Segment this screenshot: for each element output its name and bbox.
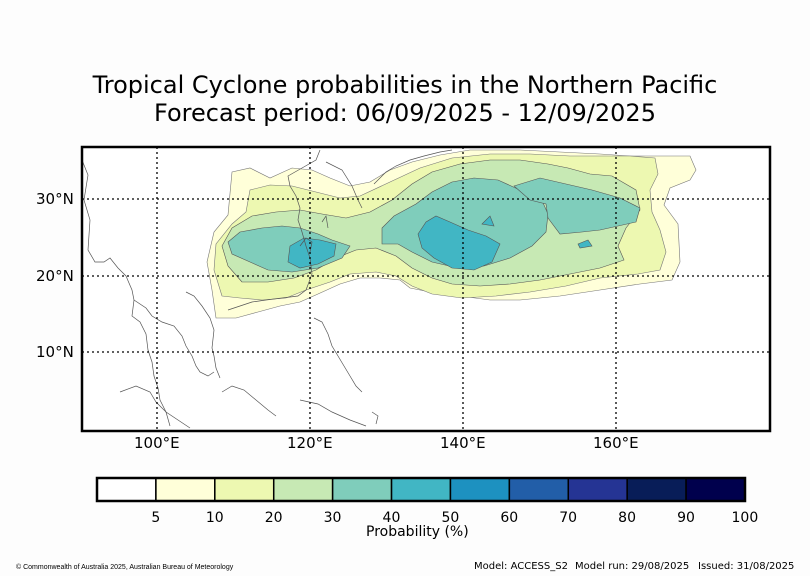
colorbar-segment (508, 477, 570, 502)
contour-40d (577, 239, 593, 249)
map-frame (80, 145, 772, 433)
map-title: Tropical Cyclone probabilities in the No… (92, 71, 718, 99)
model-run: Model run: 29/08/2025 (575, 561, 690, 572)
contour-30c (513, 177, 641, 235)
contour-40b (417, 215, 501, 271)
colorbar-segment (272, 477, 334, 502)
colorbar-tick-label: 100 (731, 510, 759, 526)
colorbar-frame (95, 476, 747, 503)
colorbar-tick-label: 60 (500, 510, 519, 526)
lon-tick-160: 160°E (593, 434, 639, 452)
contour-40c (481, 215, 495, 227)
colorbar-segment (626, 477, 687, 502)
coastlines (82, 149, 453, 429)
lat-tick-30: 30°N (36, 190, 74, 208)
colorbar-segment (685, 477, 746, 502)
forecast-period: Forecast period: 06/09/2025 - 12/09/2025 (154, 99, 656, 127)
colorbar-tick-label: 5 (151, 510, 161, 526)
colorbar-tick-label: 70 (559, 510, 578, 526)
lon-tick-100: 100°E (134, 434, 180, 452)
colorbar-segment (155, 477, 216, 502)
colorbar-segment (331, 477, 393, 502)
colorbar-tick-label: 90 (677, 510, 695, 526)
colorbar-tick-label: 10 (205, 510, 224, 526)
model-name: Model: ACCESS_S2 (474, 561, 568, 572)
lat-tick-20: 20°N (36, 267, 74, 285)
probability-contours (206, 149, 697, 319)
gridlines (82, 147, 770, 431)
copyright-notice: © Commonwealth of Australia 2025, Austra… (16, 564, 234, 571)
colorbar-tick-label: 50 (441, 510, 460, 526)
lon-tick-140: 140°E (440, 434, 486, 452)
colorbar-segment (96, 477, 157, 502)
colorbar-segment (449, 477, 511, 502)
colorbar-tick-label: 40 (382, 510, 401, 526)
lat-tick-10: 10°N (36, 343, 74, 361)
colorbar-segment (567, 477, 628, 502)
colorbar-tick-label: 20 (264, 510, 283, 526)
colorbar (96, 477, 746, 502)
colorbar-tick-label: 80 (618, 510, 636, 526)
colorbar-tick-label: 30 (323, 510, 342, 526)
lon-tick-120: 120°E (287, 434, 333, 452)
issued-date: Issued: 31/08/2025 (698, 561, 795, 572)
colorbar-label: Probability (%) (366, 524, 469, 540)
colorbar-segment (214, 477, 275, 502)
colorbar-segment (390, 477, 452, 502)
